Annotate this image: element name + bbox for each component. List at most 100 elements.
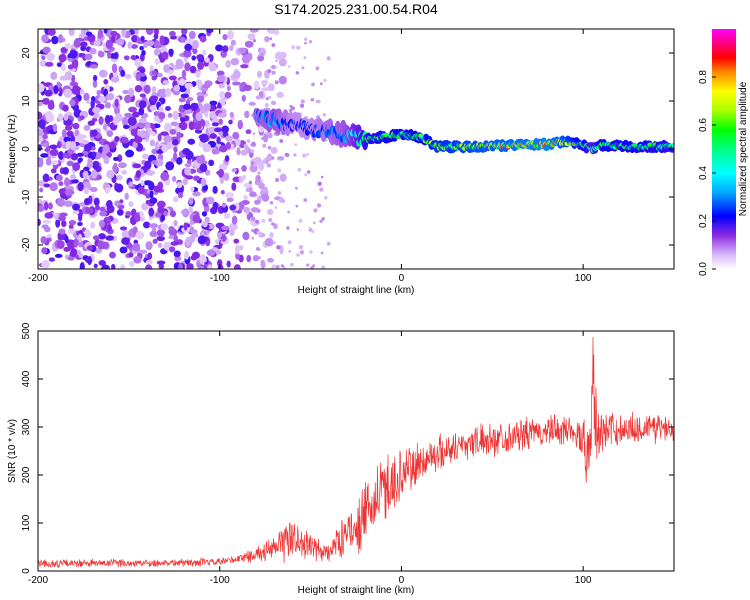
- noise-blob: [276, 264, 280, 269]
- noise-blob: [199, 163, 208, 173]
- snr-y-ticks: 0 100 200 300 400 500: [21, 322, 674, 574]
- noise-blob: [83, 197, 91, 206]
- noise-blob: [260, 79, 269, 86]
- noise-blob: [257, 55, 265, 62]
- noise-blob: [149, 139, 156, 147]
- noise-blob: [149, 197, 158, 205]
- noise-blob: [113, 117, 119, 126]
- noise-blob: [154, 40, 161, 49]
- noise-blob: [231, 182, 237, 191]
- noise-blob: [71, 85, 81, 95]
- noise-blob: [63, 88, 73, 98]
- snr-series-line: [38, 337, 674, 568]
- noise-blob: [247, 33, 256, 41]
- noise-blob: [255, 174, 261, 183]
- noise-blob: [277, 155, 285, 161]
- noise-blob: [170, 121, 179, 127]
- noise-blob: [220, 190, 225, 195]
- noise-blob: [192, 39, 199, 50]
- noise-blob: [223, 172, 230, 181]
- noise-blob: [130, 44, 139, 49]
- noise-blob: [267, 145, 272, 150]
- noise-blob: [229, 204, 237, 211]
- noise-blob: [41, 247, 48, 254]
- noise-blob: [45, 157, 52, 166]
- noise-blob: [91, 129, 98, 137]
- noise-blob: [57, 113, 64, 122]
- noise-blob: [63, 136, 71, 143]
- noise-blob: [269, 232, 274, 239]
- noise-blob: [186, 263, 194, 269]
- noise-blob: [72, 122, 80, 130]
- noise-blob: [316, 203, 322, 208]
- noise-blob: [180, 209, 187, 215]
- noise-blob: [223, 212, 231, 219]
- noise-blob: [38, 99, 44, 107]
- noise-blob: [271, 222, 275, 226]
- noise-blob: [303, 56, 307, 60]
- noise-blob: [83, 143, 92, 152]
- noise-blob: [205, 196, 215, 205]
- noise-blob: [191, 55, 197, 61]
- noise-blob: [52, 123, 58, 133]
- noise-blob: [64, 235, 69, 244]
- x-tick-label: 0: [399, 575, 405, 586]
- noise-blob: [38, 135, 44, 143]
- noise-blob: [80, 41, 88, 48]
- noise-blob: [187, 138, 196, 145]
- noise-blob: [38, 83, 45, 93]
- noise-blob: [188, 30, 196, 40]
- noise-blob: [38, 111, 43, 120]
- noise-blob: [295, 71, 300, 75]
- noise-blob: [196, 91, 204, 97]
- noise-blob: [201, 211, 208, 217]
- noise-blob: [58, 228, 66, 235]
- noise-blob: [269, 201, 274, 205]
- noise-blob: [326, 241, 331, 246]
- noise-blob: [219, 91, 225, 99]
- noise-blob: [87, 120, 96, 126]
- noise-blob: [98, 96, 106, 103]
- noise-blob: [257, 171, 261, 175]
- noise-blob: [197, 265, 205, 269]
- noise-blob: [139, 93, 147, 98]
- noise-blob: [156, 72, 163, 78]
- noise-blob: [84, 228, 91, 239]
- noise-blob: [64, 177, 70, 187]
- noise-blob: [149, 230, 158, 237]
- noise-blob: [89, 47, 97, 55]
- noise-blob: [141, 50, 146, 56]
- noise-blob: [261, 193, 270, 202]
- noise-blob: [155, 212, 162, 218]
- noise-blob: [133, 136, 143, 144]
- spectrogram-x-axis-label: Height of straight line (km): [298, 285, 415, 296]
- noise-blob: [49, 182, 58, 192]
- noise-blob: [319, 219, 323, 223]
- noise-blob: [192, 47, 198, 55]
- y-tick-label: 0: [21, 146, 32, 152]
- noise-blob: [218, 145, 228, 153]
- noise-blob: [151, 160, 158, 165]
- noise-blob: [128, 260, 135, 268]
- noise-blob: [63, 246, 71, 252]
- noise-blob: [87, 157, 93, 165]
- noise-blob: [93, 40, 101, 47]
- noise-blob: [68, 223, 74, 230]
- noise-blob: [98, 260, 107, 266]
- noise-blob: [191, 232, 199, 238]
- noise-blob: [180, 117, 186, 123]
- noise-blob: [167, 112, 173, 118]
- noise-blob: [38, 180, 46, 187]
- noise-blob: [42, 173, 50, 183]
- noise-blob: [145, 259, 153, 265]
- noise-blob: [71, 179, 79, 184]
- noise-blob: [163, 134, 172, 143]
- noise-blob: [310, 266, 314, 269]
- noise-blob: [77, 221, 83, 227]
- x-tick-label: -100: [210, 273, 230, 284]
- x-tick-label: -200: [28, 273, 48, 284]
- noise-blob: [137, 186, 145, 195]
- noise-blob: [92, 164, 99, 170]
- noise-blob: [225, 141, 231, 150]
